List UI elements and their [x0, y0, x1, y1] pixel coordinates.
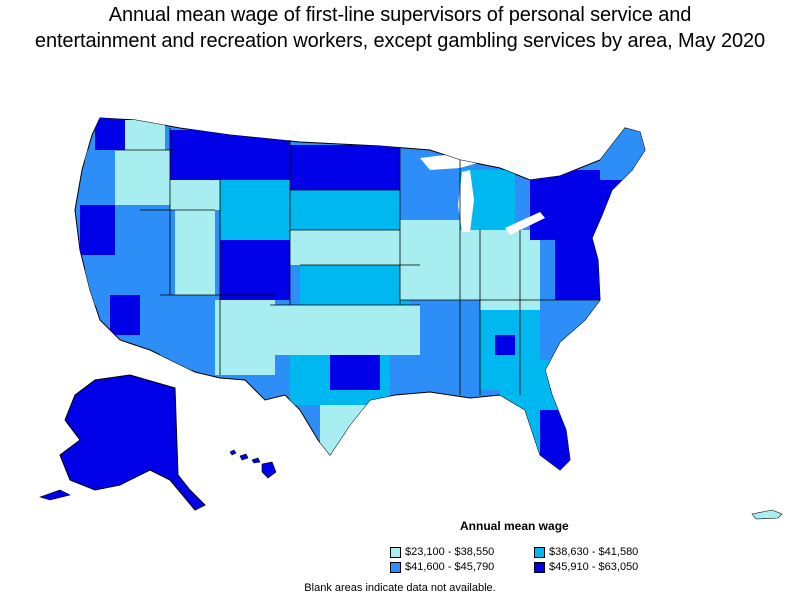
area-patch — [530, 170, 640, 240]
area-patch — [290, 145, 400, 190]
area-patch — [220, 180, 290, 240]
alaska-islands — [39, 489, 71, 501]
area-patch — [555, 240, 600, 300]
legend-swatch-1 — [390, 546, 401, 558]
legend-title: Annual mean wage — [460, 519, 569, 533]
puerto-rico — [751, 509, 783, 520]
hawaii — [229, 449, 277, 479]
area-patch — [600, 125, 645, 180]
area-patch — [95, 118, 125, 150]
legend-swatch-2 — [534, 546, 545, 558]
alaska — [59, 374, 206, 511]
area-patch — [115, 150, 170, 205]
area-patch — [320, 405, 380, 455]
legend-label-3: $41,600 - $45,790 — [405, 561, 495, 573]
legend-label-4: $45,910 - $63,050 — [549, 561, 639, 573]
area-patch — [175, 210, 215, 295]
area-patch — [495, 335, 515, 355]
area-patch — [125, 120, 165, 150]
area-patch — [220, 240, 290, 300]
map-title-line2: entertainment and recreation workers, ex… — [34, 30, 766, 52]
lake-michigan — [458, 170, 474, 232]
area-patch — [170, 180, 220, 210]
legend-item-range-1: $23,100 - $38,550 — [390, 546, 494, 558]
area-patch — [330, 355, 380, 390]
legend-item-range-3: $41,600 - $45,790 — [390, 561, 494, 573]
area-patch — [85, 150, 115, 205]
area-patch — [170, 130, 290, 180]
area-patch — [110, 295, 140, 335]
area-patch — [460, 230, 540, 310]
area-patch — [540, 410, 570, 470]
legend-label-2: $38,630 - $41,580 — [549, 546, 639, 558]
map-title: Annual mean wage of first-line superviso… — [0, 2, 800, 54]
map-title-line1: Annual mean wage of first-line superviso… — [108, 4, 692, 26]
lake-erie — [505, 212, 545, 235]
area-patch — [115, 210, 175, 295]
area-patch — [215, 300, 275, 375]
area-patch — [290, 190, 400, 230]
area-patch — [420, 300, 480, 390]
legend-item-range-4: $45,910 - $63,050 — [534, 561, 638, 573]
area-patch — [270, 305, 420, 355]
legend-item-range-2: $38,630 - $41,580 — [534, 546, 638, 558]
area-patch — [80, 205, 115, 255]
state-boundaries — [115, 128, 600, 395]
area-patch — [160, 295, 215, 370]
area-patch — [300, 265, 410, 305]
area-patch — [400, 220, 460, 300]
area-patch — [540, 300, 600, 360]
area-patch — [290, 230, 400, 265]
footnote: Blank areas indicate data not available. — [304, 582, 496, 594]
legend-swatch-3 — [390, 561, 401, 573]
area-patch — [85, 255, 110, 305]
legend-label-1: $23,100 - $38,550 — [405, 546, 495, 558]
legend-swatch-4 — [534, 561, 545, 573]
